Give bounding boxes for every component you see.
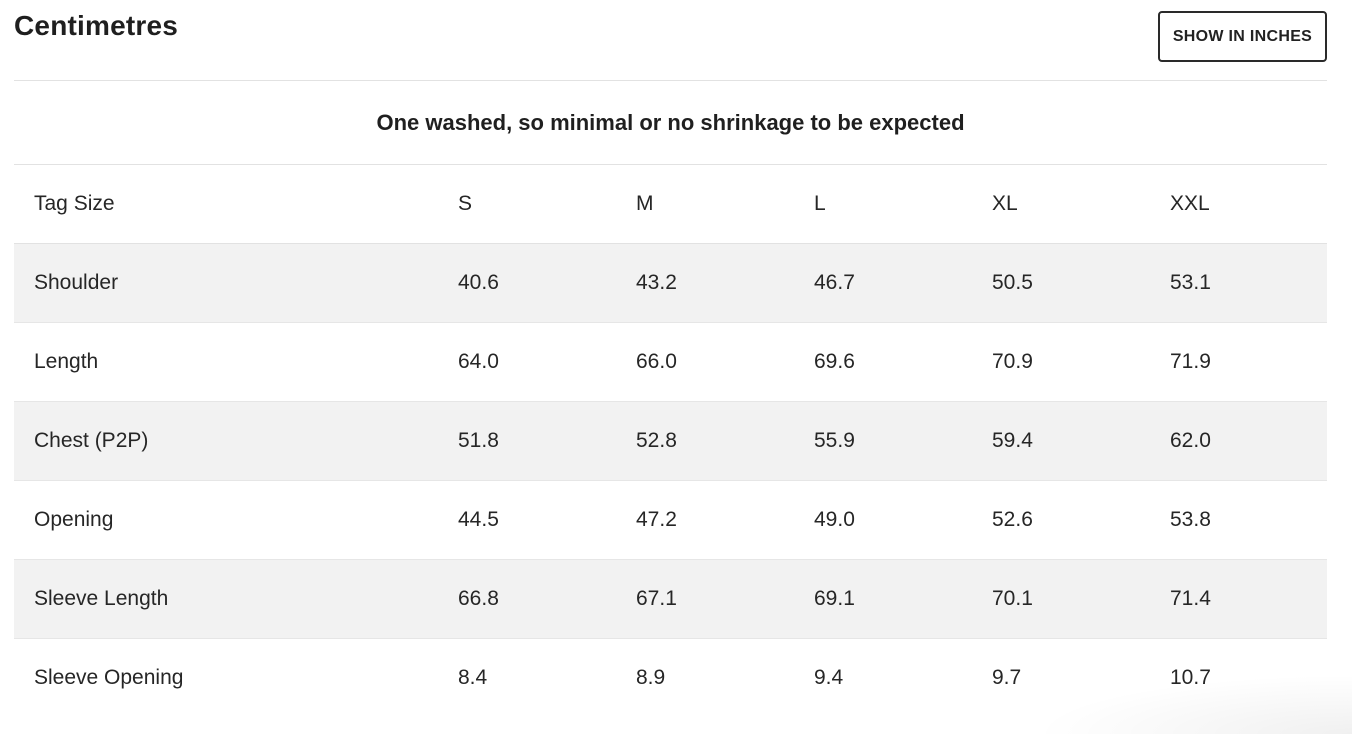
row-label: Chest (P2P) — [34, 428, 149, 452]
shrinkage-note: One washed, so minimal or no shrinkage t… — [14, 81, 1327, 165]
table-cell: 44.5 — [458, 507, 499, 531]
table-cell: 55.9 — [814, 428, 855, 452]
table-cell: 40.6 — [458, 270, 499, 294]
table-cell: 53.1 — [1170, 270, 1211, 294]
table-cell: 9.4 — [814, 665, 844, 689]
row-label: Length — [34, 349, 99, 373]
units-title: Centimetres — [14, 10, 179, 41]
table-cell: 49.0 — [814, 507, 855, 531]
row-label: Sleeve Length — [34, 586, 169, 610]
row-label: Sleeve Opening — [34, 665, 184, 689]
table-cell: 8.9 — [636, 665, 666, 689]
table-cell: 43.2 — [636, 270, 677, 294]
table-row: Length 64.0 66.0 69.6 70.9 71.9 — [14, 322, 1327, 401]
table-row: Sleeve Opening 8.4 8.9 9.4 9.7 10.7 — [14, 638, 1327, 717]
size-chart-header: Centimetres SHOW IN INCHES — [14, 0, 1327, 81]
table-cell: 53.8 — [1170, 507, 1211, 531]
table-cell: 62.0 — [1170, 428, 1211, 452]
table-cell: 52.6 — [992, 507, 1033, 531]
show-in-inches-button[interactable]: SHOW IN INCHES — [1158, 11, 1327, 62]
column-header-xxl: XXL — [1170, 191, 1210, 215]
table-cell: 59.4 — [992, 428, 1033, 452]
column-header-l: L — [814, 191, 826, 215]
table-cell: 47.2 — [636, 507, 677, 531]
table-cell: 67.1 — [636, 586, 677, 610]
table-cell: 70.1 — [992, 586, 1033, 610]
column-header-m: M — [636, 191, 654, 215]
table-cell: 66.8 — [458, 586, 499, 610]
column-header-tag-size: Tag Size — [34, 191, 115, 215]
table-cell: 52.8 — [636, 428, 677, 452]
row-label: Shoulder — [34, 270, 119, 294]
table-cell: 50.5 — [992, 270, 1033, 294]
table-cell: 9.7 — [992, 665, 1022, 689]
table-header-row: Tag Size S M L XL XXL — [14, 165, 1327, 243]
table-cell: 71.4 — [1170, 586, 1211, 610]
table-row: Chest (P2P) 51.8 52.8 55.9 59.4 62.0 — [14, 401, 1327, 480]
table-row: Opening 44.5 47.2 49.0 52.6 53.8 — [14, 480, 1327, 559]
table-row: Shoulder 40.6 43.2 46.7 50.5 53.1 — [14, 243, 1327, 322]
table-cell: 69.1 — [814, 586, 855, 610]
table-cell: 71.9 — [1170, 349, 1211, 373]
column-header-xl: XL — [992, 191, 1018, 215]
table-cell: 46.7 — [814, 270, 855, 294]
table-cell: 70.9 — [992, 349, 1033, 373]
row-label: Opening — [34, 507, 114, 531]
table-cell: 51.8 — [458, 428, 499, 452]
size-table: Tag Size S M L XL XXL Shoulder 40.6 43.2… — [14, 165, 1327, 717]
table-row: Sleeve Length 66.8 67.1 69.1 70.1 71.4 — [14, 559, 1327, 638]
table-cell: 10.7 — [1170, 665, 1211, 689]
table-cell: 66.0 — [636, 349, 677, 373]
table-cell: 69.6 — [814, 349, 855, 373]
table-cell: 64.0 — [458, 349, 499, 373]
column-header-s: S — [458, 191, 473, 215]
table-cell: 8.4 — [458, 665, 488, 689]
